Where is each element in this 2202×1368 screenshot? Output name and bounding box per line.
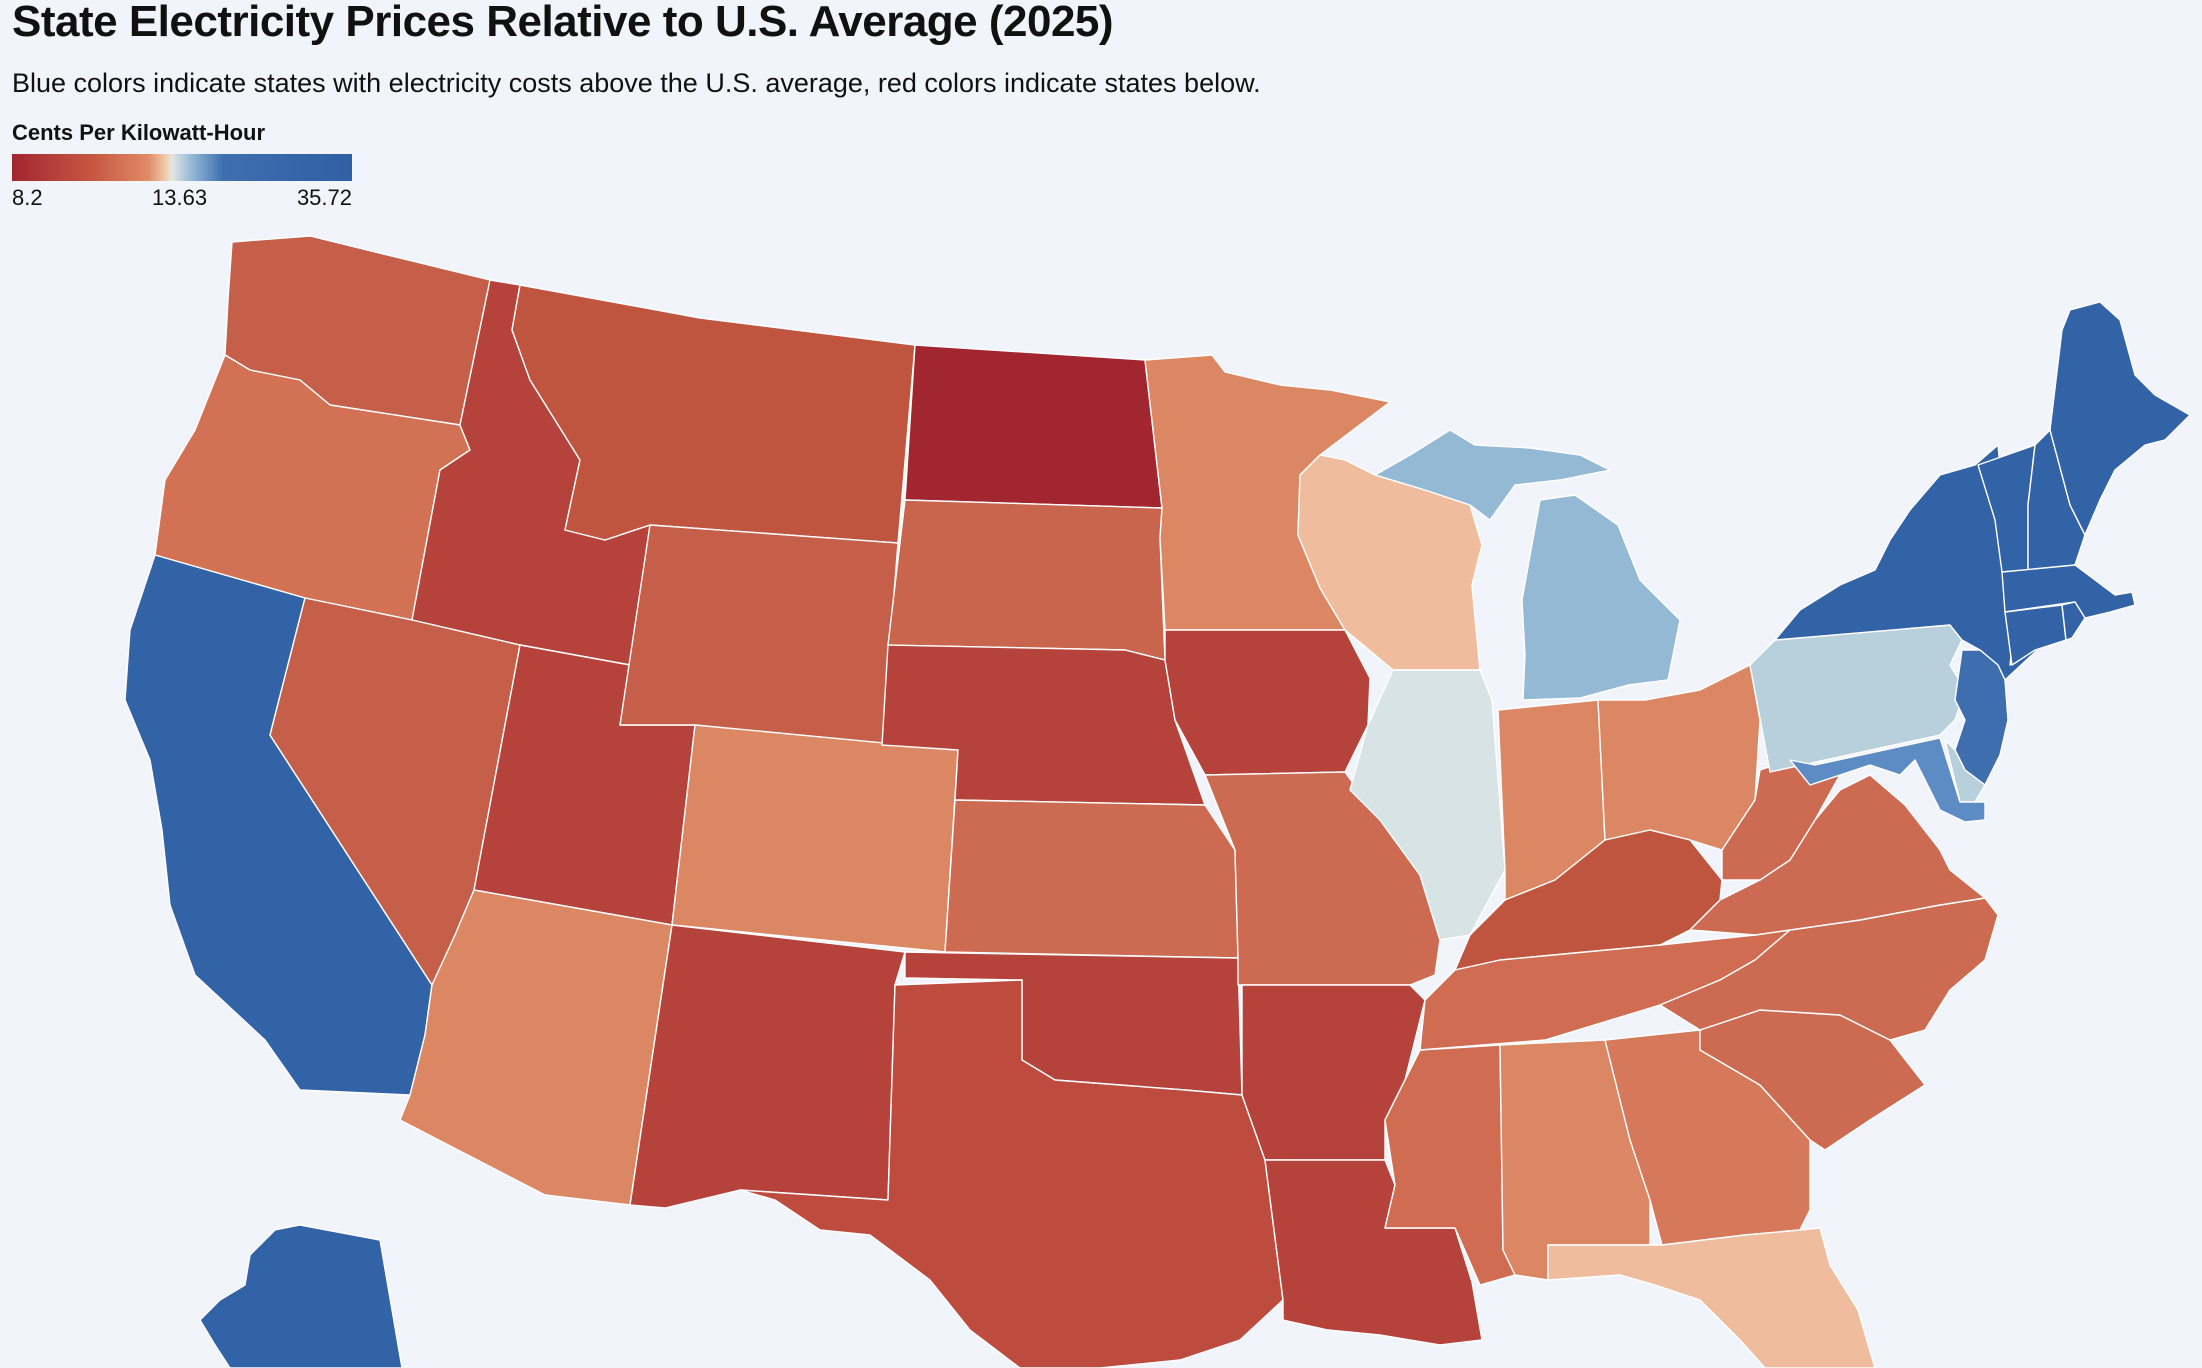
legend-mid-label: 13.63 <box>152 185 208 210</box>
state-south-dakota[interactable]: South Dakota <box>887 499 1166 661</box>
legend-title: Cents Per Kilowatt-Hour <box>12 120 266 145</box>
state-colorado[interactable]: Colorado <box>671 724 959 953</box>
state-ohio[interactable]: Ohio <box>1597 664 1761 851</box>
state-alaska[interactable]: Alaska <box>199 1224 403 1368</box>
state-michigan-lower[interactable]: Michigan <box>1521 494 1681 701</box>
state-connecticut[interactable]: Connecticut <box>2004 604 2067 666</box>
us-choropleth-map: Washington Oregon California Idaho Nevad… <box>0 200 2202 1368</box>
state-north-dakota[interactable]: North Dakota <box>904 344 1163 509</box>
state-new-jersey[interactable]: New Jersey <box>1954 649 2009 786</box>
state-texas[interactable]: Texas <box>739 979 1284 1368</box>
legend-max-label: 35.72 <box>296 185 352 210</box>
state-kansas[interactable]: Kansas <box>944 799 1239 959</box>
state-maine[interactable]: Maine <box>2049 301 2191 536</box>
chart-header: State Electricity Prices Relative to U.S… <box>12 0 2162 98</box>
state-north-carolina[interactable]: North Carolina <box>1659 897 1999 1041</box>
state-new-mexico[interactable]: New Mexico <box>629 924 906 1209</box>
page-subtitle: Blue colors indicate states with electri… <box>12 68 1261 98</box>
legend-min-label: 8.2 <box>12 185 43 210</box>
map-svg: Washington Oregon California Idaho Nevad… <box>124 235 2191 1368</box>
color-legend: Cents Per Kilowatt-Hour 8.2 13.63 35.72 <box>12 120 352 213</box>
state-iowa[interactable]: Iowa <box>1164 629 1371 776</box>
state-florida[interactable]: Florida <box>1547 1227 1876 1368</box>
state-maryland[interactable]: Maryland <box>1789 737 1986 823</box>
state-montana[interactable]: Nevada <box>511 284 916 544</box>
state-massachusetts[interactable]: Massachusetts <box>2001 564 2136 619</box>
state-michigan-upper[interactable]: Michigan <box>1374 429 1611 521</box>
legend-labels: 8.2 13.63 35.72 <box>12 185 352 213</box>
state-wyoming[interactable]: Utah <box>619 524 899 746</box>
state-illinois[interactable]: Illinois <box>1349 669 1506 941</box>
legend-gradient-bar <box>12 154 352 181</box>
state-rhode-island[interactable]: Rhode Island <box>2061 601 2086 641</box>
page-title: State Electricity Prices Relative to U.S… <box>12 0 1114 46</box>
